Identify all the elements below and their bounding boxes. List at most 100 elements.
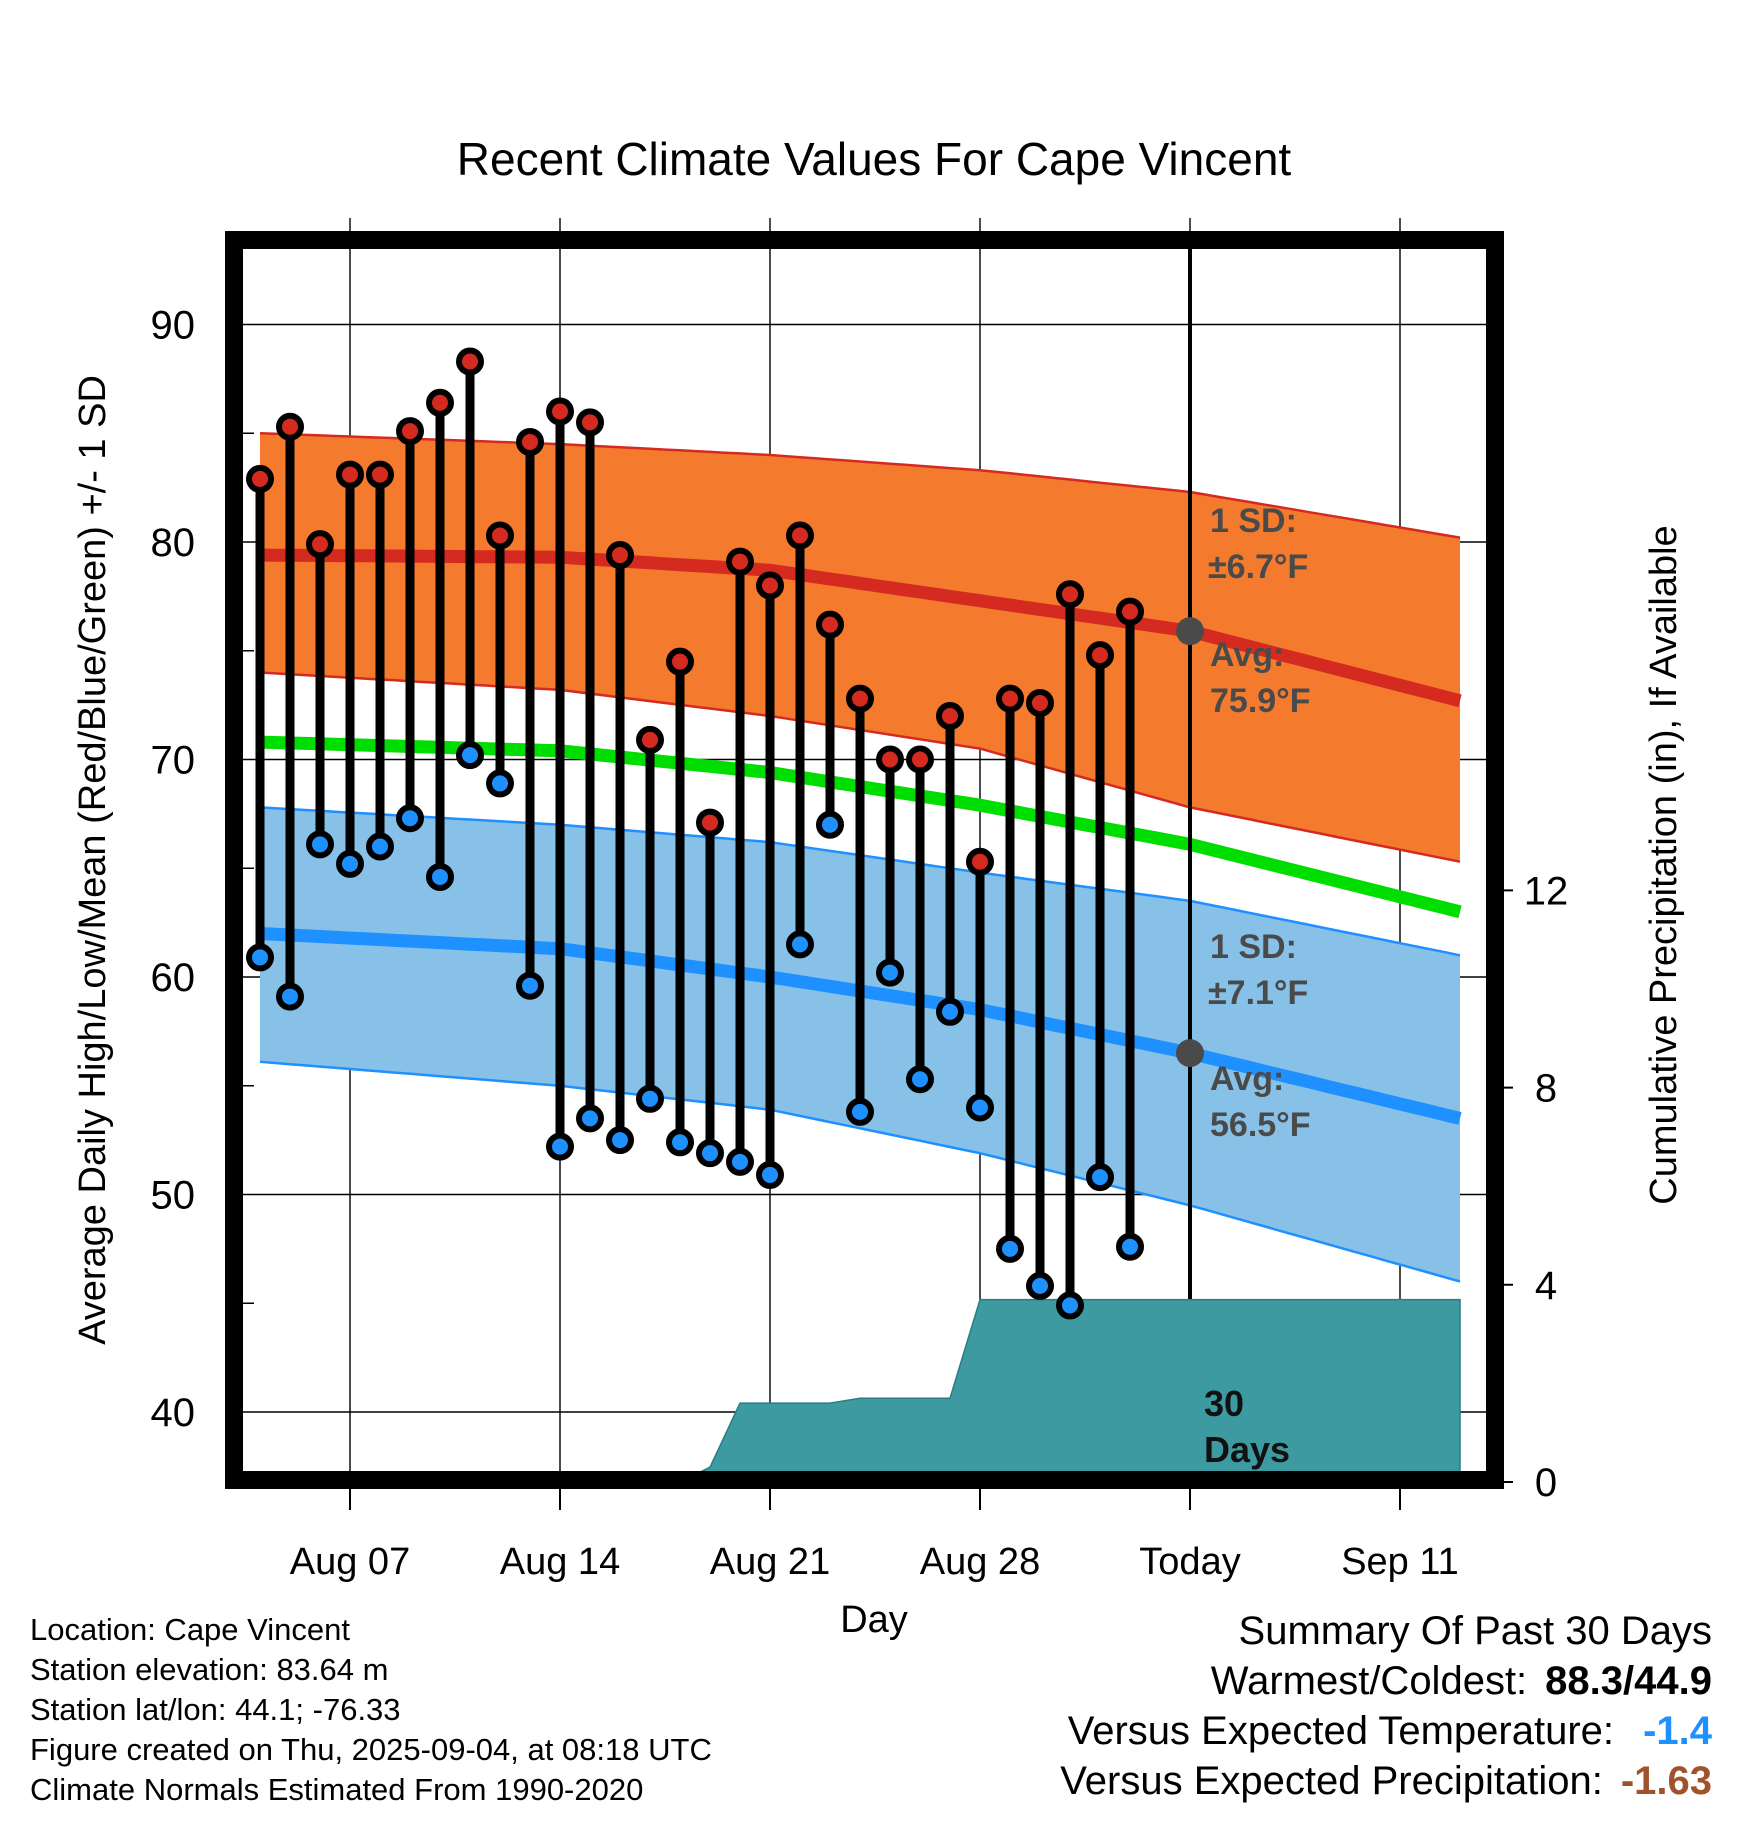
plot-frame	[225, 231, 1504, 1489]
low-point	[1026, 1271, 1054, 1300]
low-point	[306, 830, 334, 859]
low-avg-marker	[1176, 1039, 1204, 1068]
low-point	[966, 1093, 994, 1122]
x-axis-label: Day	[840, 1599, 908, 1641]
low-point	[936, 997, 964, 1026]
low-point	[366, 832, 394, 861]
normals-text: Climate Normals Estimated From 1990-2020	[30, 1772, 644, 1807]
y-axis-label: Average Daily High/Low/Mean (Red/Blue/Gr…	[72, 375, 114, 1345]
low-point	[516, 971, 544, 1000]
created-text: Figure created on Thu, 2025-09-04, at 08…	[30, 1732, 712, 1767]
y-tick-label: 50	[151, 1174, 196, 1218]
low-point	[786, 930, 814, 959]
summary-precip: Versus Expected Precipitation: -1.63	[1060, 1756, 1712, 1806]
high-point	[816, 610, 844, 639]
low-point	[426, 862, 454, 891]
station-info: Location: Cape Vincent Station elevation…	[30, 1610, 712, 1810]
low-point	[696, 1139, 724, 1168]
low-sd-value: ±7.1°F	[1208, 974, 1308, 1012]
low-point	[1116, 1232, 1144, 1261]
y2-tick-label: 4	[1535, 1264, 1557, 1308]
y-tick-label: 90	[151, 304, 196, 348]
y2-tick-label: 8	[1535, 1067, 1557, 1111]
high-point	[396, 417, 424, 446]
high-avg-marker	[1176, 617, 1204, 646]
precip-value: -1.63	[1620, 1759, 1712, 1803]
high-sd-label: 1 SD:	[1210, 502, 1297, 540]
y-tick-label: 70	[151, 739, 196, 783]
summary-title: Summary Of Past 30 Days	[1238, 1609, 1712, 1653]
high-point	[906, 745, 934, 774]
high-point	[666, 647, 694, 676]
high-point	[306, 530, 334, 559]
high-point	[606, 541, 634, 570]
high-point	[276, 412, 304, 441]
low-avg-label: Avg:	[1210, 1060, 1284, 1098]
x-tick-label: Aug 21	[710, 1541, 830, 1583]
low-point	[576, 1104, 604, 1133]
low-point	[1056, 1291, 1084, 1320]
low-point	[996, 1234, 1024, 1263]
low-point	[246, 943, 274, 972]
low-point	[906, 1065, 934, 1094]
high-avg-value: 75.9°F	[1210, 682, 1311, 720]
x-tick-label: Aug 28	[920, 1541, 1040, 1583]
y-tick-label: 60	[151, 956, 196, 1000]
high-point	[576, 408, 604, 437]
days-word: Days	[1204, 1429, 1290, 1470]
warm-cold-value: 88.3/44.9	[1545, 1659, 1712, 1703]
high-point	[1086, 641, 1114, 670]
high-point	[936, 702, 964, 730]
high-sd-value: ±6.7°F	[1208, 548, 1308, 586]
low-sd-lower-edge	[259, 1060, 1461, 1283]
x-tick-label: Aug 14	[500, 1541, 620, 1583]
chart-title: Recent Climate Values For Cape Vincent	[457, 133, 1292, 185]
high-point	[966, 847, 994, 876]
high-point	[516, 427, 544, 456]
high-point	[786, 521, 814, 550]
high-point	[546, 397, 574, 426]
low-sd-label: 1 SD:	[1210, 928, 1297, 966]
low-point	[876, 958, 904, 987]
x-tick-label: Today	[1139, 1541, 1240, 1583]
location-text: Location: Cape Vincent	[30, 1612, 350, 1647]
low-point	[1086, 1163, 1114, 1192]
low-avg-value: 56.5°F	[1210, 1106, 1311, 1144]
x-tick-label: Sep 11	[1341, 1541, 1459, 1583]
low-point	[486, 769, 514, 798]
summary-warm-cold: Warmest/Coldest: 88.3/44.9	[1060, 1656, 1712, 1706]
summary-temp: Versus Expected Temperature: -1.4	[1060, 1706, 1712, 1756]
y2-tick-label: 12	[1524, 869, 1569, 913]
normal-high-line	[259, 548, 1462, 708]
precip-label: Versus Expected Precipitation:	[1060, 1759, 1603, 1803]
latlon-text: Station lat/lon: 44.1; -76.33	[30, 1692, 401, 1727]
low-point	[396, 804, 424, 833]
low-point	[336, 849, 364, 878]
high-point	[1026, 688, 1054, 717]
low-point	[606, 1126, 634, 1155]
summary-panel: Summary Of Past 30 Days Warmest/Coldest:…	[1060, 1606, 1712, 1806]
high-point	[846, 684, 874, 713]
high-point	[1056, 580, 1084, 609]
elevation-text: Station elevation: 83.64 m	[30, 1652, 389, 1687]
high-point	[726, 547, 754, 576]
low-point	[666, 1128, 694, 1157]
high-point	[336, 460, 364, 489]
y-tick-label: 40	[151, 1391, 196, 1435]
temp-label: Versus Expected Temperature:	[1067, 1709, 1614, 1753]
low-point	[816, 810, 844, 839]
low-point	[276, 982, 304, 1011]
warm-cold-label: Warmest/Coldest:	[1210, 1659, 1528, 1703]
high-point	[756, 571, 784, 600]
y2-tick-label: 0	[1535, 1461, 1557, 1505]
low-point	[756, 1160, 784, 1189]
high-point	[426, 388, 454, 417]
high-point	[1116, 597, 1144, 626]
high-sd-upper-edge	[259, 432, 1461, 539]
high-point	[456, 347, 484, 376]
high-point	[996, 684, 1024, 713]
high-point	[636, 725, 664, 754]
low-point	[546, 1132, 574, 1161]
low-point	[846, 1097, 874, 1126]
